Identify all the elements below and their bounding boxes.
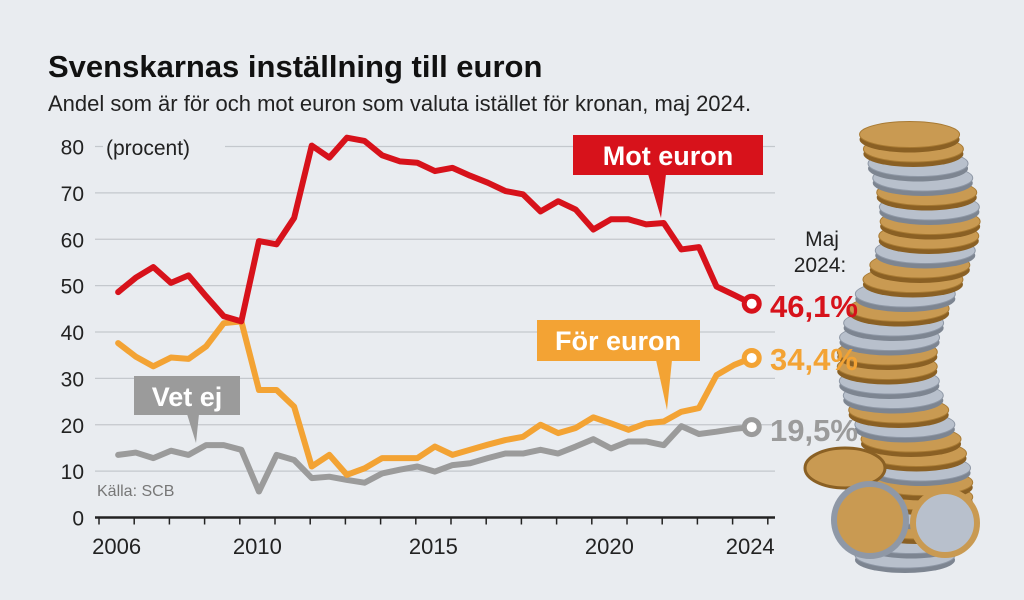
y-tick-label: 50: [61, 276, 84, 299]
callout-label: Vet ej: [152, 382, 223, 412]
x-tick-label: 2010: [233, 534, 282, 559]
callout-pointer: [656, 360, 672, 410]
x-tick-label: 2015: [409, 534, 458, 559]
y-tick-label: 60: [61, 229, 84, 252]
y-tick-label: 70: [61, 183, 84, 206]
x-tick-label: 2006: [92, 534, 141, 559]
end-label-for: 34,4%: [770, 342, 858, 377]
euro-coin: [831, 481, 909, 559]
callout-box: [537, 320, 700, 361]
chart-subtitle: Andel som är för och mot euron som valut…: [48, 91, 751, 116]
series-line-vet-ej: [115, 423, 755, 495]
end-label-heading-1: Maj: [805, 228, 839, 251]
y-tick-label: 20: [61, 415, 84, 438]
unit-label-bg: [103, 132, 225, 162]
source-label: Källa: SCB: [97, 483, 174, 500]
coins-illustration: [803, 121, 981, 573]
end-label-heading-2: 2024:: [794, 254, 847, 277]
y-axis-ticks: 0 10 20 30 40 50 60 70 80: [61, 137, 84, 531]
callout-label: Mot euron: [603, 141, 733, 171]
series-lines: [115, 134, 762, 495]
end-marker: [741, 347, 762, 368]
coin: [803, 446, 887, 490]
y-tick-label: 30: [61, 368, 84, 391]
y-tick-label: 0: [72, 508, 84, 531]
callout-for-euron: För euron: [537, 320, 700, 410]
y-unit-label: (procent): [106, 137, 190, 160]
x-tick-label: 2024: [726, 534, 775, 559]
chart-title: Svenskarnas inställning till euron: [48, 49, 542, 84]
euro-coin: [910, 488, 980, 558]
x-tick-label: 2020: [585, 534, 634, 559]
callout-pointer: [648, 174, 666, 218]
y-tick-label: 10: [61, 461, 84, 484]
end-label-vet-ej: 19,5%: [770, 413, 858, 448]
end-marker: [741, 417, 762, 438]
end-label-mot: 46,1%: [770, 289, 858, 324]
end-marker: [741, 293, 762, 314]
callout-label: För euron: [555, 326, 681, 356]
y-tick-label: 40: [61, 322, 84, 345]
callout-pointer: [187, 414, 199, 443]
coin-face: [859, 121, 961, 148]
y-tick-label: 80: [61, 137, 84, 160]
x-axis: 2006 2010 2015 2020 2024: [92, 516, 775, 559]
callout-box: [573, 135, 763, 175]
callout-vet-ej: Vet ej: [134, 376, 240, 443]
callout-mot-euron: Mot euron: [573, 135, 763, 218]
callout-box: [134, 376, 240, 415]
